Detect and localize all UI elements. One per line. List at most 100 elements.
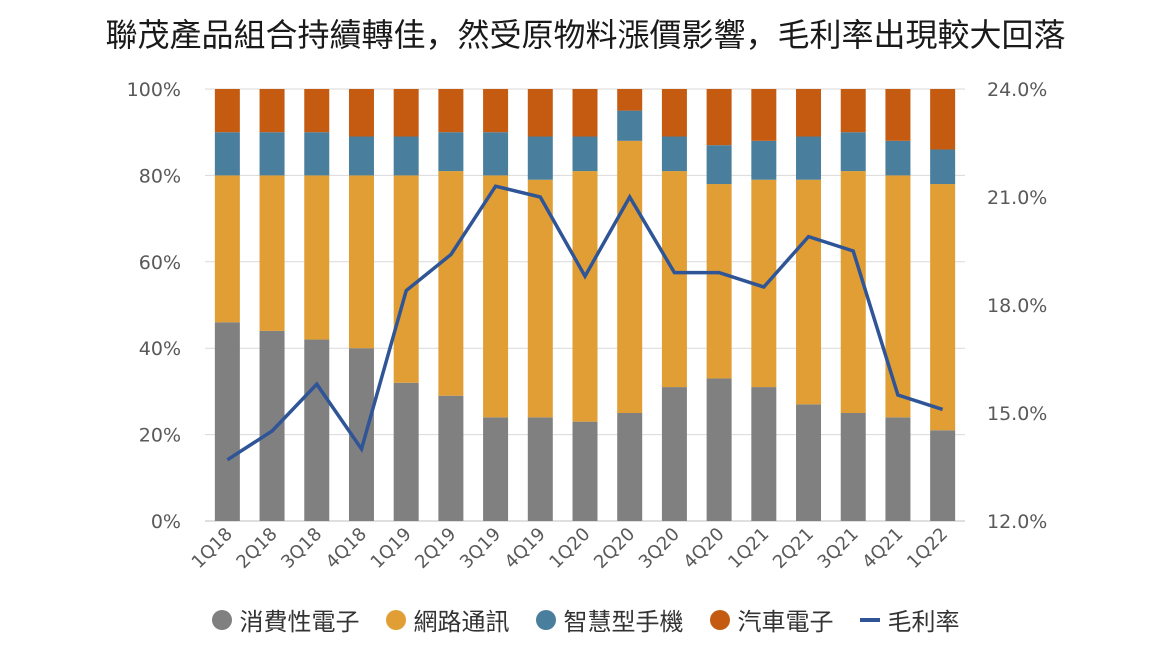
bar-segment [617,413,643,521]
bar-segment [706,378,732,521]
bar-segment [438,89,464,133]
bar-segment [438,395,464,521]
bar-segment [751,387,777,521]
right-tick-label: 21.0% [987,187,1047,209]
bar-segment [796,89,822,137]
left-tick-label: 80% [139,165,181,187]
bar-segment [304,132,330,176]
bar-segment [393,382,419,521]
bar-segment [751,140,777,180]
legend-label: 毛利率 [887,608,960,636]
right-tick-label: 15.0% [987,403,1047,425]
category-label: 1Q21 [724,524,773,573]
right-tick-label: 18.0% [987,295,1047,317]
category-label: 1Q22 [903,524,952,573]
bar-segment [527,417,553,521]
bar-segment [661,136,687,172]
legend-swatch [211,609,232,630]
legend: 消費性電子 網路通訊 智慧型手機 汽車電子 毛利率 [0,602,1171,637]
bar-segment [706,89,732,146]
bar-segment [527,136,553,180]
bar-segment [930,89,956,150]
bar-segment [796,179,822,405]
bar-segment [214,89,240,133]
bar-segment [438,132,464,172]
bar-segment [930,149,956,185]
legend-item: 汽車電子 [709,602,834,637]
bar-segment [572,171,598,422]
category-label: 2Q21 [769,524,818,573]
legend-label: 網路通訊 [413,608,510,636]
bar-segment [885,140,911,176]
bar-segment [348,89,374,137]
bar-segment [527,179,553,418]
bar-segment [930,184,956,431]
bar-layer [214,89,956,521]
category-label: 4Q21 [858,524,907,573]
right-tick-label: 24.0% [987,79,1047,101]
category-label: 1Q19 [367,524,416,573]
bar-segment [393,89,419,137]
left-tick-label: 40% [139,338,181,360]
bar-segment [393,175,419,383]
bar-segment [840,132,866,172]
bar-segment [483,89,509,133]
legend-item: 智慧型手機 [535,602,684,637]
bar-segment [751,89,777,141]
legend-item: 網路通訊 [385,602,510,637]
bar-segment [304,339,330,521]
category-label: 3Q19 [456,524,505,573]
bar-segment [706,145,732,185]
bar-segment [483,175,509,418]
bar-segment [259,175,285,331]
bar-segment [259,132,285,176]
bar-segment [214,132,240,176]
bar-segment [393,136,419,176]
legend-label: 汽車電子 [737,608,834,636]
bar-segment [930,430,956,521]
bar-segment [527,89,553,137]
bar-segment [706,184,732,379]
chart-plot: 0% 20% 40% 60% 80% 100% 12.0% 15.0% 18.0% 21.0% 2… [127,79,1048,573]
bar-segment [348,175,374,349]
gross-margin-line [226,184,944,462]
legend-swatch [859,617,880,622]
bar-segment [259,89,285,133]
bar-segment [438,171,464,396]
left-tick-label: 0% [151,511,181,533]
category-label: 3Q21 [814,524,863,573]
bar-segment [661,89,687,137]
bar-segment [214,175,240,323]
category-label: 4Q20 [679,524,728,573]
left-axis: 0% 20% 40% 60% 80% 100% [127,79,181,533]
legend-swatch [385,609,406,630]
bar-segment [840,171,866,413]
bar-segment [885,175,911,418]
bar-segment [617,140,643,413]
right-tick-label: 12.0% [987,511,1047,533]
category-label: 1Q18 [188,524,237,573]
category-axis: 1Q182Q183Q184Q181Q192Q193Q194Q191Q202Q20… [188,524,952,573]
left-tick-label: 20% [139,425,181,447]
bar-segment [304,175,330,340]
legend-item: 消費性電子 [211,602,360,637]
bar-segment [885,89,911,141]
left-tick-label: 100% [127,79,181,101]
legend-label: 消費性電子 [239,608,360,636]
legend-swatch [535,609,556,630]
legend-item: 毛利率 [859,602,960,637]
legend-swatch [709,609,730,630]
bar-segment [617,110,643,141]
bar-segment [840,413,866,521]
bar-segment [259,330,285,521]
category-label: 3Q20 [635,524,684,573]
bar-segment [214,322,240,521]
bar-segment [885,417,911,521]
category-label: 3Q18 [277,524,326,573]
bar-segment [572,89,598,137]
bar-segment [617,89,643,111]
bar-segment [348,136,374,176]
left-tick-label: 60% [139,252,181,274]
category-label: 2Q18 [232,524,281,573]
